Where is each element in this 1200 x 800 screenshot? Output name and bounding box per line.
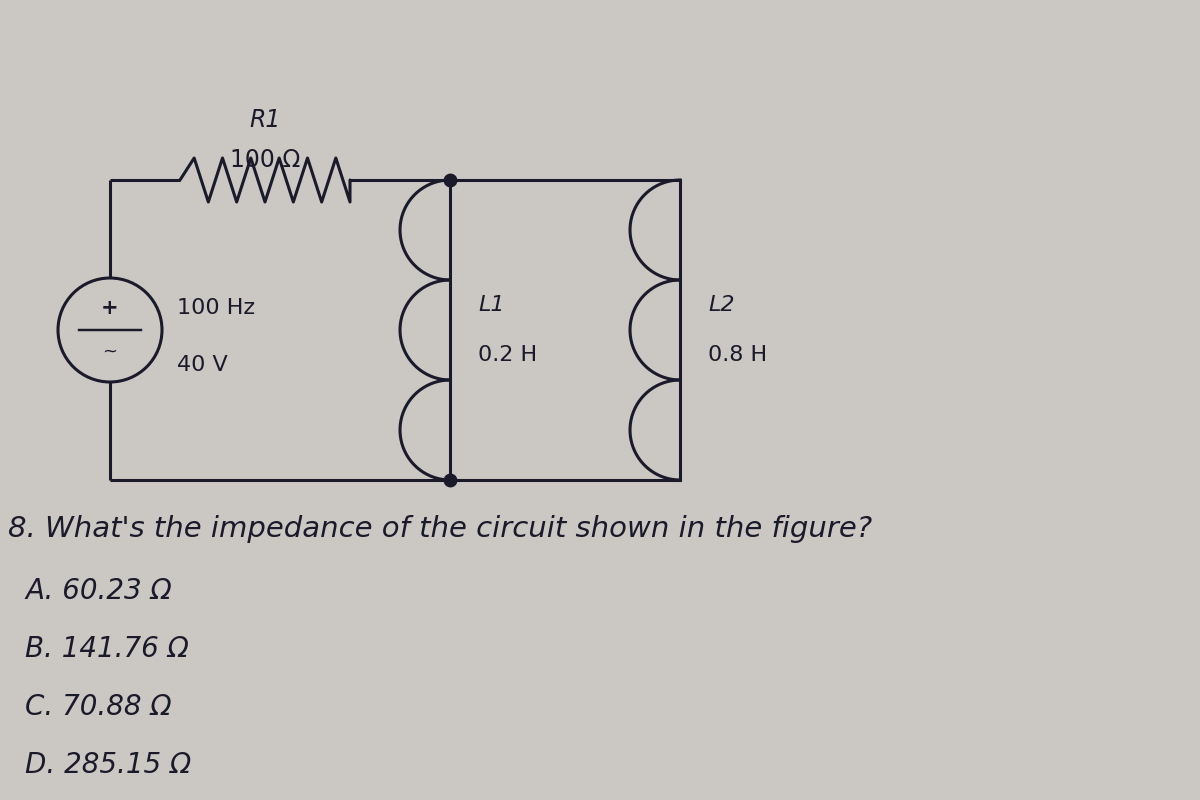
Text: 100 Hz: 100 Hz: [178, 298, 256, 318]
Text: 40 V: 40 V: [178, 355, 228, 375]
Text: L2: L2: [708, 295, 734, 315]
Text: L1: L1: [478, 295, 504, 315]
Text: 8. What's the impedance of the circuit shown in the figure?: 8. What's the impedance of the circuit s…: [8, 515, 872, 543]
Text: 100 Ω: 100 Ω: [230, 148, 300, 172]
Text: ~: ~: [102, 343, 118, 361]
Text: R1: R1: [250, 108, 281, 132]
Text: B. 141.76 Ω: B. 141.76 Ω: [25, 635, 188, 663]
Text: 0.8 H: 0.8 H: [708, 345, 767, 365]
Text: +: +: [101, 298, 119, 318]
Text: C. 70.88 Ω: C. 70.88 Ω: [25, 693, 172, 721]
Text: 0.2 H: 0.2 H: [478, 345, 538, 365]
Text: D. 285.15 Ω: D. 285.15 Ω: [25, 751, 191, 779]
Text: A. 60.23 Ω: A. 60.23 Ω: [25, 577, 172, 605]
